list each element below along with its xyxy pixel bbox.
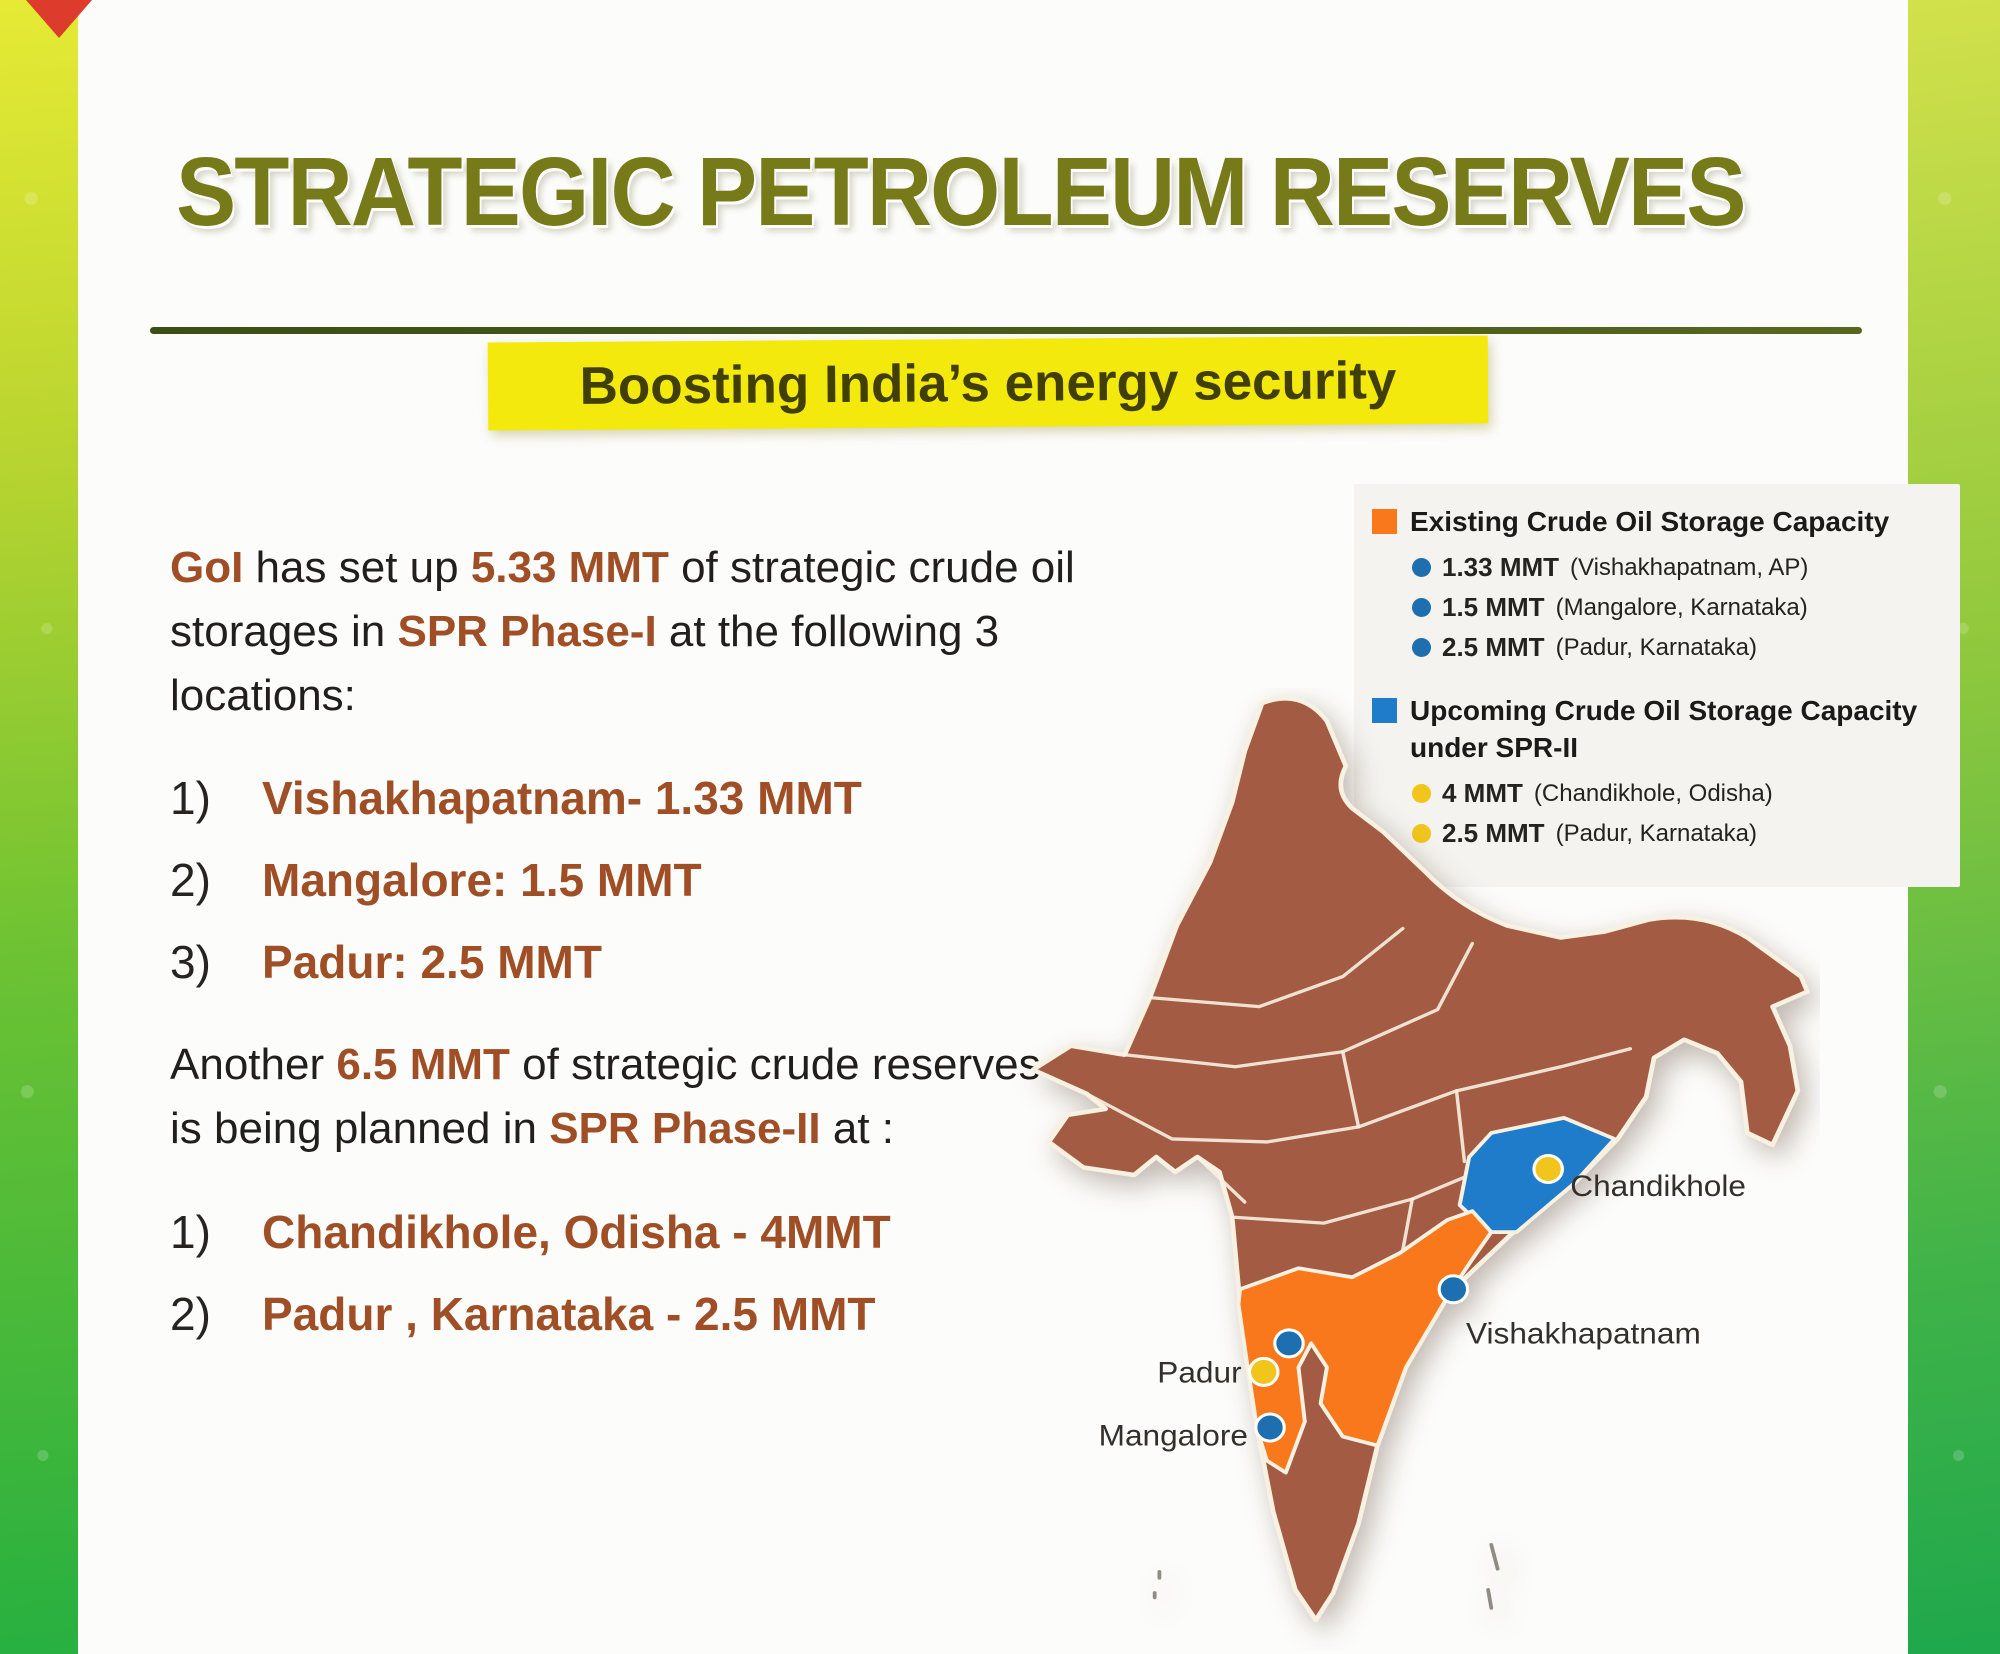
body-text-column: GoI has set up 5.33 MMT of strategic cru… <box>170 492 1080 1375</box>
legend-upcoming-title: Upcoming Crude Oil Storage Capacity unde… <box>1410 695 1918 763</box>
phase2-seg2: of strategic crude reserves is being pla… <box>170 1040 1041 1154</box>
list-item: 2) Padur , Karnataka - 2.5 MMT <box>170 1287 1080 1341</box>
blue-dot-icon <box>1412 598 1431 618</box>
state-borders <box>1454 1089 1467 1164</box>
marker-vishakhapatnam <box>1437 1274 1470 1305</box>
legend-upcoming-items: 4 MMT (Chandikhole, Odisha) 2.5 MMT (Pad… <box>1412 778 1946 849</box>
item-number: 1) <box>170 772 211 825</box>
india-outline <box>1030 696 1810 1623</box>
phase2-name: SPR Phase-II <box>549 1104 821 1154</box>
state-borders <box>1340 1050 1361 1129</box>
legend-item: 1.33 MMT (Vishakhapatnam, AP) <box>1412 552 1946 583</box>
legend-item: 2.5 MMT (Padur, Karnataka) <box>1412 632 1946 663</box>
region-andhra-karnataka <box>1236 1209 1494 1475</box>
state-borders <box>1230 1164 1494 1225</box>
legend-value: 2.5 MMT <box>1442 632 1545 663</box>
legend-location: (Mangalore, Karnataka) <box>1555 593 1808 621</box>
phase2-capacity: 6.5 MMT <box>336 1040 510 1090</box>
item-number: 1) <box>170 1205 211 1258</box>
legend-existing-heading: Existing Crude Oil Storage Capacity <box>1372 504 1946 540</box>
list-item: 1) Chandikhole, Odisha - 4MMT <box>170 1205 1080 1259</box>
yellow-dot-icon <box>1412 784 1431 804</box>
list-item: 3) Padur: 2.5 MMT <box>170 935 1080 989</box>
blue-dot-icon <box>1412 638 1431 658</box>
item-number: 3) <box>170 936 211 989</box>
label-chandikhole: Chandikhole <box>1570 1169 1746 1203</box>
item-number: 2) <box>170 1287 211 1340</box>
existing-legend-icon <box>1372 509 1397 534</box>
map-legend: Existing Crude Oil Storage Capacity 1.33… <box>1354 484 1960 888</box>
state-borders <box>1401 1197 1415 1252</box>
intro-capacity: 5.33 MMT <box>470 543 669 592</box>
left-decor-bar <box>0 0 78 1654</box>
item-label: Padur: 2.5 MMT <box>262 936 602 989</box>
legend-location: (Chandikhole, Odisha) <box>1533 779 1773 807</box>
phase2-list: 1) Chandikhole, Odisha - 4MMT 2) Padur ,… <box>170 1205 1080 1341</box>
india-map-svg: Chandikhole Vishakhapatnam Padur Mangalo… <box>1030 696 1810 1623</box>
intro-seg3: of strategic crude oil storages in <box>170 543 1075 656</box>
red-ribbon <box>26 0 92 38</box>
legend-value: 4 MMT <box>1442 778 1523 809</box>
blue-dot-icon <box>1412 558 1431 578</box>
legend-item: 1.5 MMT (Mangalore, Karnataka) <box>1412 592 1946 623</box>
label-padur: Padur <box>1157 1355 1241 1389</box>
left-bar-pattern <box>0 0 78 1654</box>
title-underline <box>150 327 1862 334</box>
islands-hint <box>1152 1542 1500 1610</box>
page-title: STRATEGIC PETROLEUM RESERVES <box>176 137 1746 246</box>
marker-padur-existing <box>1273 1328 1305 1359</box>
phase2-seg3: at : <box>820 1104 894 1154</box>
legend-upcoming-heading: Upcoming Crude Oil Storage Capacity unde… <box>1372 693 1946 766</box>
phase1-list: 1) Vishakhapatnam- 1.33 MMT 2) Mangalore… <box>170 771 1080 989</box>
item-label: Padur , Karnataka - 2.5 MMT <box>262 1287 876 1340</box>
legend-location: (Padur, Karnataka) <box>1555 633 1758 661</box>
legend-location: (Vishakhapatnam, AP) <box>1570 553 1809 581</box>
item-number: 2) <box>170 854 211 907</box>
legend-value: 1.5 MMT <box>1442 592 1545 623</box>
legend-existing-title: Existing Crude Oil Storage Capacity <box>1410 506 1890 537</box>
list-item: 1) Vishakhapatnam- 1.33 MMT <box>170 771 1080 825</box>
intro-paragraph: GoI has set up 5.33 MMT of strategic cru… <box>170 536 1080 727</box>
list-item: 2) Mangalore: 1.5 MMT <box>170 853 1080 907</box>
marker-padur-upcoming <box>1247 1356 1280 1387</box>
intro-gol: GoI <box>170 543 244 592</box>
label-vishakhapatnam: Vishakhapatnam <box>1466 1316 1701 1350</box>
state-borders <box>1148 926 1405 1009</box>
item-label: Vishakhapatnam- 1.33 MMT <box>262 772 862 825</box>
subtitle-banner: Boosting India’s energy security <box>487 335 1489 431</box>
legend-value: 1.33 MMT <box>1442 552 1560 583</box>
label-mangalore: Mangalore <box>1099 1418 1248 1452</box>
phase2-seg1: Another <box>170 1040 337 1090</box>
intro-seg2: has set up <box>243 543 471 592</box>
legend-value: 2.5 MMT <box>1442 818 1545 849</box>
state-borders <box>1195 1155 1247 1204</box>
subtitle-text: Boosting India’s energy security <box>579 350 1397 416</box>
legend-existing-items: 1.33 MMT (Vishakhapatnam, AP) 1.5 MMT (M… <box>1412 552 1946 663</box>
item-label: Mangalore: 1.5 MMT <box>262 854 702 907</box>
legend-item: 2.5 MMT (Padur, Karnataka) <box>1412 818 1946 849</box>
phase2-paragraph: Another 6.5 MMT of strategic crude reser… <box>170 1033 1080 1161</box>
intro-seg4: at the following 3 locations: <box>170 606 1000 720</box>
intro-phase1: SPR Phase-I <box>397 606 657 656</box>
marker-chandikhole <box>1532 1153 1564 1185</box>
item-label: Chandikhole, Odisha - 4MMT <box>262 1205 891 1258</box>
marker-mangalore <box>1254 1412 1286 1443</box>
legend-item: 4 MMT (Chandikhole, Odisha) <box>1412 778 1946 809</box>
upcoming-legend-icon <box>1372 698 1397 724</box>
yellow-dot-icon <box>1412 824 1431 844</box>
legend-location: (Padur, Karnataka) <box>1555 819 1758 847</box>
